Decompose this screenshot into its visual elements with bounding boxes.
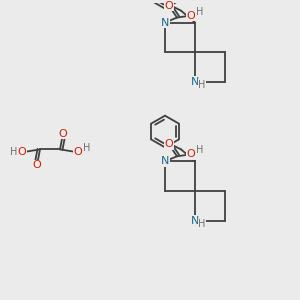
Text: N: N bbox=[191, 216, 199, 226]
Text: O: O bbox=[74, 147, 82, 157]
Text: H: H bbox=[196, 7, 204, 16]
Text: O: O bbox=[18, 147, 26, 157]
Text: O: O bbox=[58, 128, 68, 139]
Text: H: H bbox=[10, 147, 17, 157]
Text: N: N bbox=[161, 156, 169, 166]
Text: O: O bbox=[187, 149, 195, 159]
Text: N: N bbox=[191, 77, 199, 87]
Text: H: H bbox=[198, 80, 206, 90]
Text: O: O bbox=[187, 11, 195, 21]
Text: H: H bbox=[196, 146, 204, 155]
Text: O: O bbox=[33, 160, 41, 170]
Text: O: O bbox=[165, 1, 173, 11]
Text: H: H bbox=[83, 143, 91, 153]
Text: O: O bbox=[165, 140, 173, 149]
Text: H: H bbox=[198, 219, 206, 229]
Text: N: N bbox=[161, 17, 169, 28]
